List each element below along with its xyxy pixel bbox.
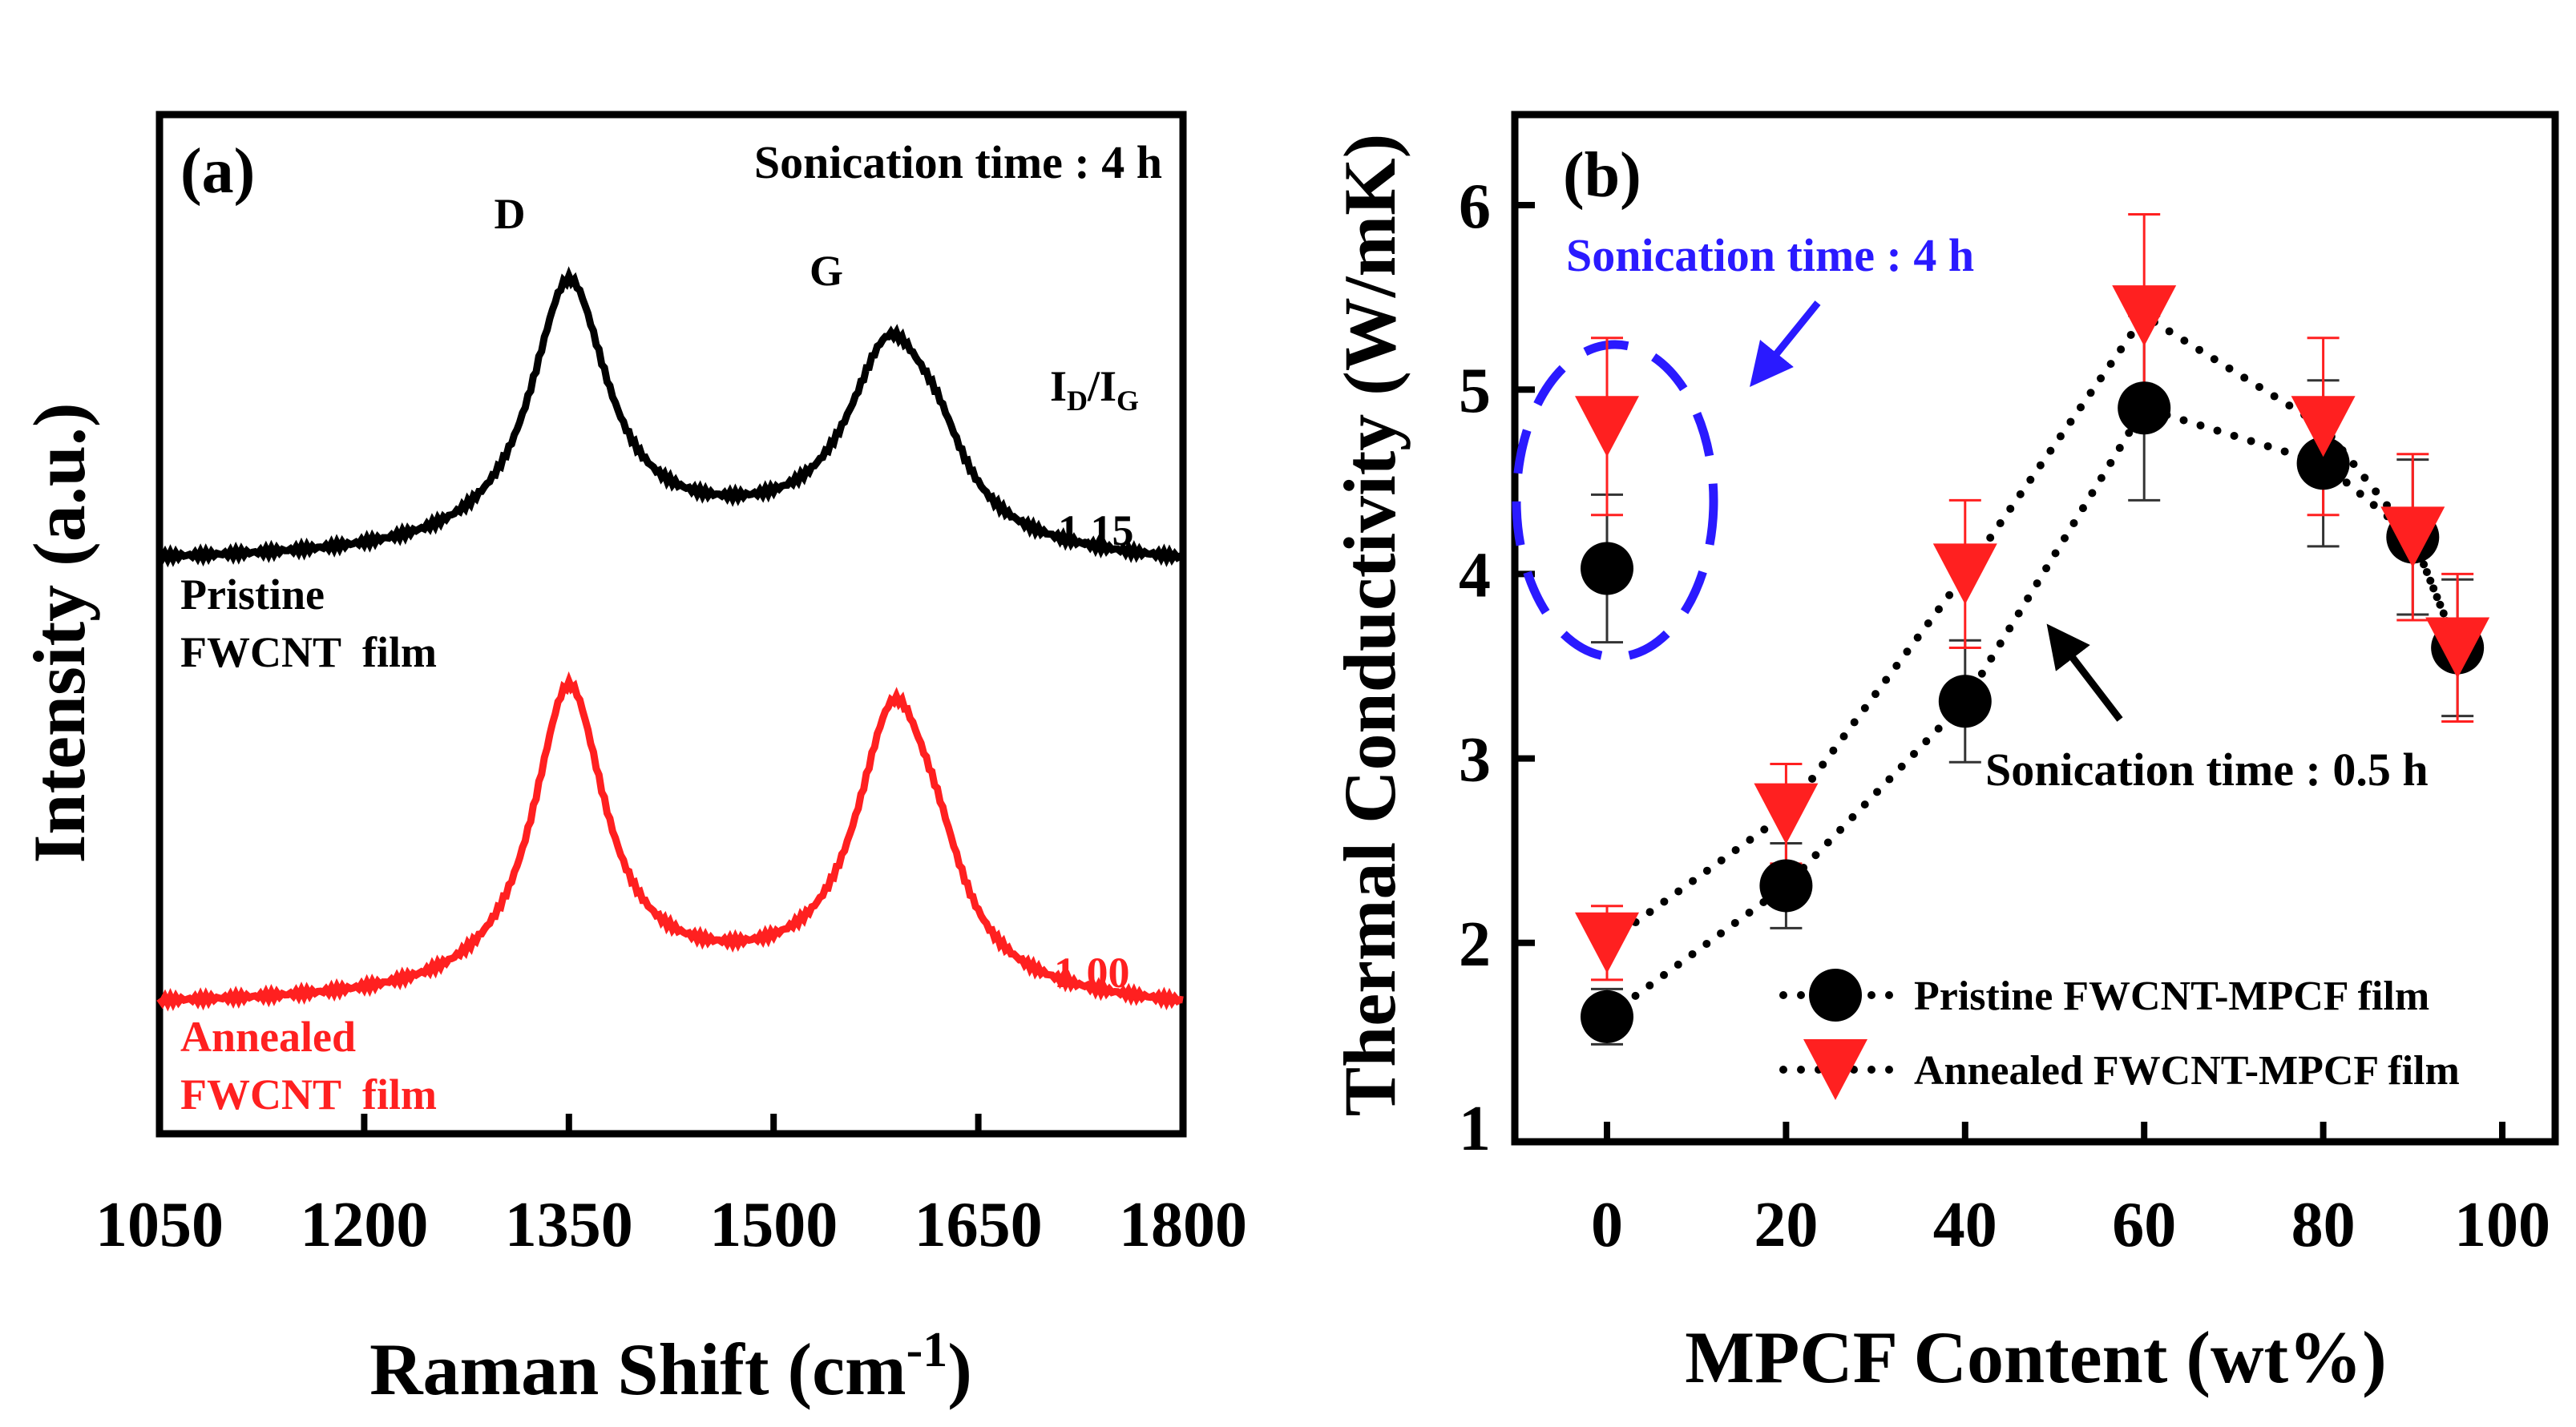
title-a: Sonication time : 4 h [754, 136, 1162, 188]
annotation-0-5h: Sonication time : 0.5 h [1985, 744, 2429, 796]
y-axis-label-a: Intensity (a.u.) [18, 402, 100, 863]
x-tick-label: 1200 [300, 1190, 428, 1260]
y-tick-label: 5 [1459, 356, 1491, 426]
y-tick-label: 3 [1459, 725, 1491, 796]
x-ticks-a: 1050 1200 1350 1500 1650 1800 [95, 1114, 1247, 1260]
marker-triangle [2291, 396, 2356, 458]
marker-triangle [1932, 543, 1997, 605]
legend: Pristine FWCNT-MPCF film Annealed FWCNT-M… [1779, 969, 2460, 1100]
blue-arrow-icon [1750, 300, 1821, 387]
series-line [1603, 403, 2462, 1021]
x-tick-label: 60 [2112, 1190, 2176, 1260]
label-annealed: Annealed [180, 1013, 356, 1061]
spectra [156, 266, 1184, 1012]
y-tick-label: 1 [1459, 1094, 1491, 1164]
marker-circle [1581, 542, 1633, 595]
marker-triangle [1575, 396, 1639, 458]
panel-a-raman: 1050 1200 1350 1500 1650 1800 (a) Sonication … [18, 111, 1247, 1410]
x-tick-label: 100 [2454, 1190, 2550, 1260]
x-tick-label: 1050 [95, 1190, 224, 1260]
x-tick-label: 20 [1754, 1190, 1818, 1260]
sonication-4h-ellipse [1512, 340, 1718, 662]
thermal-data [1575, 213, 2490, 1046]
y-axis-label-b: Thermal Conductivity (W/mK) [1329, 134, 1411, 1117]
panel-label-b: (b) [1563, 140, 1641, 211]
x-tick-label: 40 [1933, 1190, 1997, 1260]
label-annealed-2: FWCNT film [180, 1070, 437, 1119]
x-tick-label: 1800 [1119, 1190, 1247, 1260]
marker-triangle [2380, 506, 2445, 568]
y-tick-label: 4 [1459, 540, 1491, 611]
marker-circle [2296, 437, 2350, 490]
marker-triangle [1803, 1039, 1867, 1100]
marker-circle [1938, 675, 1992, 728]
x-axis-label-a: Raman Shift (cm-1) [369, 1323, 972, 1410]
label-pristine: Pristine [180, 570, 325, 619]
panel-b-thermal: 0 20 40 60 80 100 1 2 3 4 5 6 (b) Sonication time :… [1329, 111, 2559, 1398]
marker-circle [1759, 859, 1813, 913]
marker-circle [2118, 381, 2171, 435]
black-arrow-icon [2046, 623, 2123, 722]
spectrum-annealed [156, 671, 1184, 1012]
marker-circle [1809, 969, 1862, 1022]
ratio-annealed: 1.00 [1054, 949, 1130, 997]
marker-triangle [1754, 783, 1819, 845]
legend-label: Annealed FWCNT-MPCF film [1914, 1048, 2460, 1094]
x-axis-label-b: MPCF Content (wt%) [1685, 1316, 2386, 1398]
panel-label-a: (a) [180, 136, 255, 207]
peak-label-d: D [495, 190, 526, 238]
x-tick-label: 80 [2291, 1190, 2356, 1260]
spectrum-pristine [156, 266, 1184, 568]
plot-frame-a [155, 111, 1187, 1138]
x-tick-label: 1650 [915, 1190, 1043, 1260]
annotation-4h: Sonication time : 4 h [1566, 229, 1974, 281]
ticks-b: 0 20 40 60 80 100 1 2 3 4 5 6 [1459, 171, 2550, 1260]
marker-triangle [1575, 912, 1639, 974]
marker-circle [1581, 990, 1633, 1043]
legend-label: Pristine FWCNT-MPCF film [1914, 974, 2429, 1019]
ratio-header: ID/IG [1050, 362, 1139, 417]
label-pristine-2: FWCNT film [180, 628, 437, 676]
x-tick-label: 0 [1591, 1190, 1623, 1260]
marker-triangle [2425, 617, 2490, 679]
y-tick-label: 2 [1459, 909, 1491, 980]
peak-label-g: G [810, 247, 843, 295]
x-tick-label: 1500 [709, 1190, 838, 1260]
marker-triangle [2112, 285, 2177, 347]
plot-frame-b [1511, 111, 2559, 1146]
ratio-pristine: 1.15 [1058, 506, 1134, 554]
x-tick-label: 1350 [505, 1190, 633, 1260]
y-tick-label: 6 [1459, 171, 1491, 242]
